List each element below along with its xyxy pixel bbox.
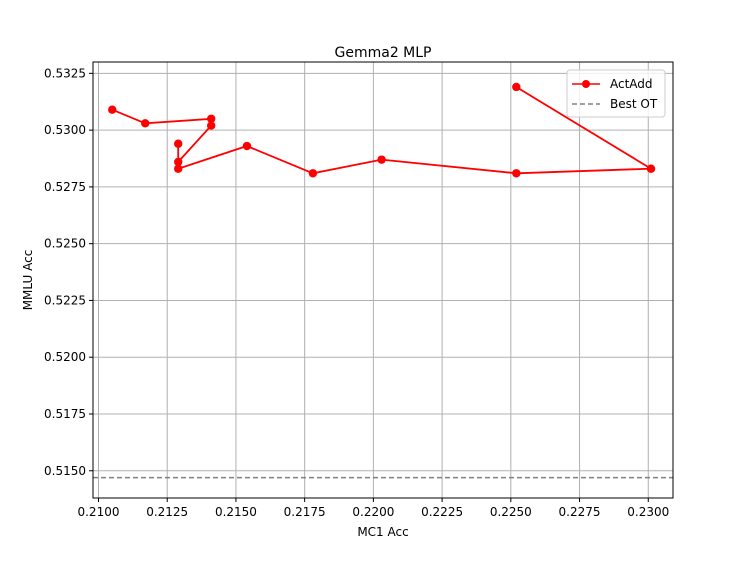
actadd-point bbox=[377, 155, 386, 164]
x-tick-label: 0.2100 bbox=[77, 505, 119, 519]
y-axis-ticks: 0.5150 0.5175 0.5200 0.5225 0.5250 0.5275 0.53… bbox=[44, 66, 93, 478]
plot-frame bbox=[92, 61, 674, 499]
legend-label-best-ot: Best OT bbox=[610, 97, 658, 111]
y-tick-label: 0.5325 bbox=[44, 66, 86, 80]
x-tick-label: 0.2175 bbox=[284, 505, 326, 519]
x-axis-ticks: 0.2100 0.2125 0.2150 0.2175 0.2200 0.2225 0.22… bbox=[77, 498, 669, 519]
actadd-point bbox=[174, 164, 183, 173]
x-tick-label: 0.2275 bbox=[559, 505, 601, 519]
x-tick-label: 0.2150 bbox=[215, 505, 257, 519]
legend: ActAdd Best OT bbox=[566, 69, 666, 118]
y-tick-label: 0.5300 bbox=[44, 123, 86, 137]
legend-label-actadd: ActAdd bbox=[610, 77, 653, 91]
y-tick-label: 0.5250 bbox=[44, 237, 86, 251]
actadd-point bbox=[141, 119, 150, 128]
x-tick-label: 0.2225 bbox=[421, 505, 463, 519]
legend-marker-actadd bbox=[582, 80, 590, 88]
grid bbox=[93, 62, 673, 498]
actadd-point bbox=[174, 157, 183, 167]
x-axis-label: MC1 Acc bbox=[357, 525, 408, 539]
y-axis-label: MMLU Acc bbox=[21, 250, 35, 311]
x-tick-label: 0.2250 bbox=[490, 505, 532, 519]
actadd-point bbox=[206, 114, 216, 123]
actadd-point bbox=[512, 169, 521, 178]
series-points bbox=[108, 82, 656, 178]
y-tick-label: 0.5175 bbox=[44, 407, 86, 421]
x-tick-label: 0.2200 bbox=[352, 505, 394, 519]
actadd-point bbox=[308, 169, 318, 178]
y-tick-label: 0.5275 bbox=[44, 180, 86, 194]
actadd-point bbox=[242, 141, 252, 151]
x-tick-label: 0.2300 bbox=[627, 505, 669, 519]
y-tick-label: 0.5200 bbox=[44, 350, 86, 364]
y-tick-label: 0.5150 bbox=[44, 464, 86, 478]
actadd-point bbox=[206, 121, 216, 130]
y-tick-label: 0.5225 bbox=[44, 293, 86, 307]
legend-box bbox=[566, 69, 666, 118]
actadd-point bbox=[108, 105, 117, 114]
actadd-point bbox=[174, 139, 183, 148]
actadd-point bbox=[512, 82, 521, 92]
x-tick-label: 0.2125 bbox=[146, 505, 188, 519]
chart-title: Gemma2 MLP bbox=[335, 45, 432, 61]
actadd-point bbox=[646, 164, 656, 173]
